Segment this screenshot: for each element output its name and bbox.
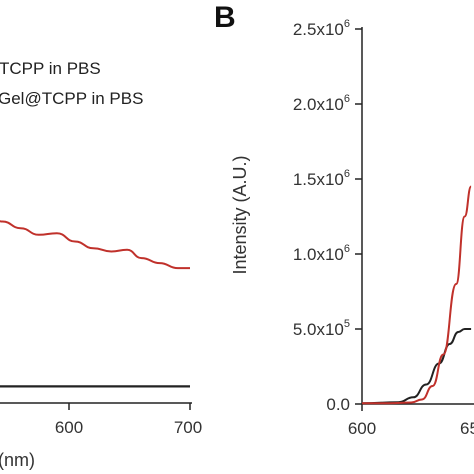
panel-b: B Intensity (A.U.) 0.0 5.0x105 1.0x106 1…: [214, 1, 474, 438]
panel-a: 600 700 (nm) TCPP in PBS Gel@TCPP in PBS: [0, 59, 202, 470]
panel-b-x-ticks: 600 65: [348, 404, 474, 438]
panel-b-y-ticks: 0.0 5.0x105 1.0x106 1.5x106 2.0x106 2.5x…: [293, 18, 362, 414]
panel-b-series-gel-tcpp: [361, 185, 473, 405]
panel-b-series-tcpp: [361, 328, 472, 405]
legend: TCPP in PBS Gel@TCPP in PBS: [0, 59, 143, 108]
panel-b-y-tick-1e6: 1.0x106: [293, 243, 350, 264]
panel-b-label: B: [214, 1, 236, 34]
panel-b-y-tick-2-5e6: 2.5x106: [293, 18, 350, 39]
panel-b-y-tick-5e5: 5.0x105: [293, 318, 350, 339]
panel-b-x-tick-650: 65: [460, 419, 474, 438]
legend-entry-tcpp: TCPP in PBS: [0, 59, 101, 78]
panel-b-x-tick-600: 600: [348, 419, 376, 438]
panel-a-series-gel-tcpp: [0, 220, 190, 270]
panel-a-x-axis-title: (nm): [0, 450, 35, 470]
panel-b-y-tick-1-5e6: 1.5x106: [293, 168, 350, 189]
legend-entry-gel-tcpp: Gel@TCPP in PBS: [0, 89, 143, 108]
panel-b-y-axis-title: Intensity (A.U.): [230, 155, 250, 274]
panel-b-y-tick-2e6: 2.0x106: [293, 93, 350, 114]
panel-b-y-tick-0: 0.0: [326, 395, 350, 414]
panel-a-x-tick-600: 600: [55, 418, 83, 437]
panel-a-x-ticks: 600 700: [55, 403, 202, 437]
panel-a-x-tick-700: 700: [174, 418, 202, 437]
